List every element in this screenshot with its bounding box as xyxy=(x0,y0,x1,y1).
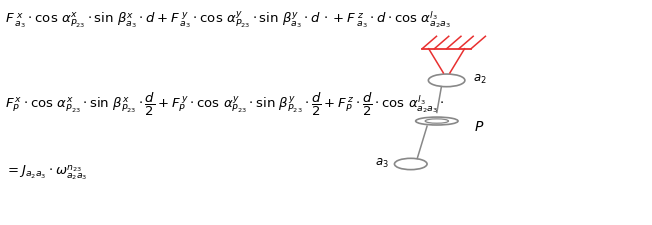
Text: $F_P^{\,x}\cdot\cos\,\alpha_{P_{23}}^{x}\cdot\sin\,\beta_{P_{23}}^{x}\cdot\dfrac: $F_P^{\,x}\cdot\cos\,\alpha_{P_{23}}^{x}… xyxy=(5,90,445,117)
Text: $F\,_{a_3}^{\,x}\cdot\cos\,\alpha_{P_{23}}^{x}\cdot\sin\,\beta_{a_3}^{x}\cdot d+: $F\,_{a_3}^{\,x}\cdot\cos\,\alpha_{P_{23… xyxy=(5,9,451,30)
Text: $a_2$: $a_2$ xyxy=(473,72,486,85)
Text: $=J_{a_2a_3}\cdot\omega_{a_2a_3}^{n_{23}}$: $=J_{a_2a_3}\cdot\omega_{a_2a_3}^{n_{23}… xyxy=(5,162,87,181)
Text: $a_3$: $a_3$ xyxy=(375,157,389,170)
Text: $P$: $P$ xyxy=(475,119,484,133)
